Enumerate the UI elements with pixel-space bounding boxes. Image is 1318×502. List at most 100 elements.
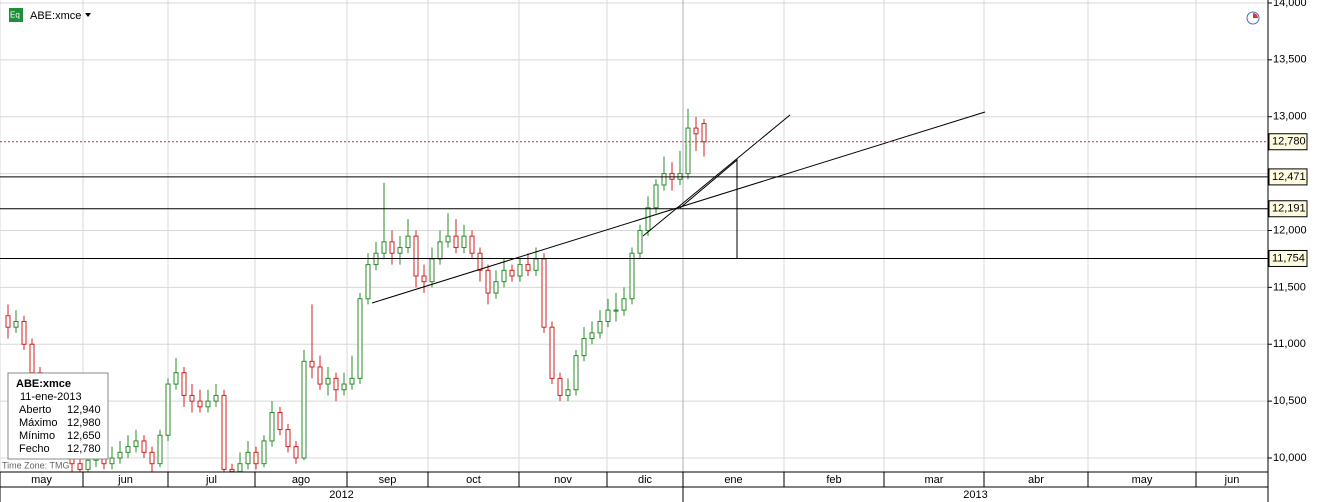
candle-body [493, 281, 499, 294]
candle-body [77, 463, 83, 470]
candle-body [149, 451, 155, 465]
y-tick-label: 14,000 [1273, 0, 1307, 9]
x-tick-label: oct [466, 474, 481, 486]
candle-body [629, 252, 635, 300]
info-rows: Aberto 12,940 Máximo 12,980 Mínimo 12,650 Fech… [19, 404, 101, 455]
candle-body [117, 451, 123, 459]
candle-body [157, 434, 163, 465]
x-tick-label: sep [379, 474, 397, 486]
x-tick-label: abr [1028, 474, 1044, 486]
candle-body [309, 360, 315, 368]
clock-hand [1253, 13, 1258, 18]
level-label: 12,191 [1272, 203, 1306, 215]
candle-body [405, 235, 411, 249]
candle-body [189, 394, 195, 402]
candle-body [533, 258, 539, 271]
level-label: 12,780 [1272, 136, 1306, 148]
icon-text: Eq [10, 11, 20, 20]
candle-body [29, 343, 35, 374]
candle-body [477, 252, 483, 271]
candle-body [125, 446, 131, 453]
info-date: 11-ene-2013 [20, 391, 82, 403]
year-label: 2012 [329, 489, 353, 501]
dropdown-arrow[interactable] [85, 13, 91, 17]
candle-body [301, 360, 307, 459]
x-tick-label: nov [554, 474, 572, 486]
candle-body [133, 440, 139, 448]
candle-body [333, 377, 339, 391]
candles [5, 108, 707, 473]
level-tag [1268, 249, 1308, 267]
x-tick-label: ago [292, 474, 310, 486]
info-value: 12,780 [67, 443, 101, 455]
level-label: 12,471 [1272, 171, 1306, 183]
candle-body [645, 207, 651, 231]
info-label: Mínimo [19, 430, 55, 442]
info-label: Máximo [19, 417, 58, 429]
candle-body [509, 269, 515, 277]
x-tick-label: dic [638, 474, 653, 486]
candle-body [701, 123, 707, 143]
candle-body [205, 400, 211, 408]
candle-body [413, 235, 419, 277]
candle-body [317, 366, 323, 385]
x-tick-label: may [1132, 474, 1153, 486]
info-label: Fecho [19, 443, 50, 455]
candle-body [229, 468, 235, 473]
candle-body [501, 269, 507, 283]
candle-body [461, 235, 467, 249]
candle-body [285, 429, 291, 448]
y-tick-label: 10,500 [1273, 395, 1307, 407]
candle-body [693, 127, 699, 135]
candle-body [237, 463, 243, 473]
candle-body [573, 355, 579, 391]
symbol-icon[interactable] [9, 8, 23, 22]
y-tick-label: 13,500 [1273, 54, 1307, 66]
candle-body [549, 326, 555, 379]
x-tick-label: jun [1224, 474, 1240, 486]
x-tick-label: feb [826, 474, 841, 486]
info-value: 12,940 [67, 404, 101, 416]
level-tag [1268, 168, 1308, 186]
timezone: Time Zone: TMG [2, 460, 70, 470]
info-box-frame [7, 372, 109, 460]
grid [0, 0, 1268, 472]
x-tick-label: jul [205, 474, 217, 486]
candle-body [173, 372, 179, 385]
candle-body [21, 320, 27, 345]
candle-body [349, 377, 355, 385]
candle-body [589, 332, 595, 340]
y-tick-label: 11,500 [1273, 281, 1306, 293]
candle-body [341, 383, 347, 391]
candle-body [397, 247, 403, 254]
level-tag [1268, 200, 1308, 218]
candle-body [429, 258, 435, 283]
x-tick-label: may [31, 474, 52, 486]
levels [0, 141, 1268, 259]
candle-body [365, 264, 371, 300]
candle-body [541, 258, 547, 328]
candle-body [653, 184, 659, 209]
candle-body [261, 440, 267, 465]
y-tick-label: 10,000 [1273, 452, 1307, 464]
candle-body [13, 320, 19, 328]
candle-body [5, 315, 11, 328]
candle-body [517, 264, 523, 277]
candle-body [453, 235, 459, 249]
candle-body [605, 309, 611, 322]
x-tick-label: ene [724, 474, 742, 486]
x-tick-label: mar [925, 474, 944, 486]
year-label: 2013 [963, 489, 987, 501]
candle-body [197, 400, 203, 408]
info-value: 12,650 [67, 430, 101, 442]
candle-body [269, 412, 275, 442]
candle-body [613, 309, 619, 312]
info-value: 12,980 [67, 417, 101, 429]
candle-body [181, 372, 187, 396]
candle-body [213, 394, 219, 402]
candle-body [325, 377, 331, 385]
candle-body [381, 241, 387, 254]
symbol[interactable]: ABE:xmce [30, 10, 81, 22]
